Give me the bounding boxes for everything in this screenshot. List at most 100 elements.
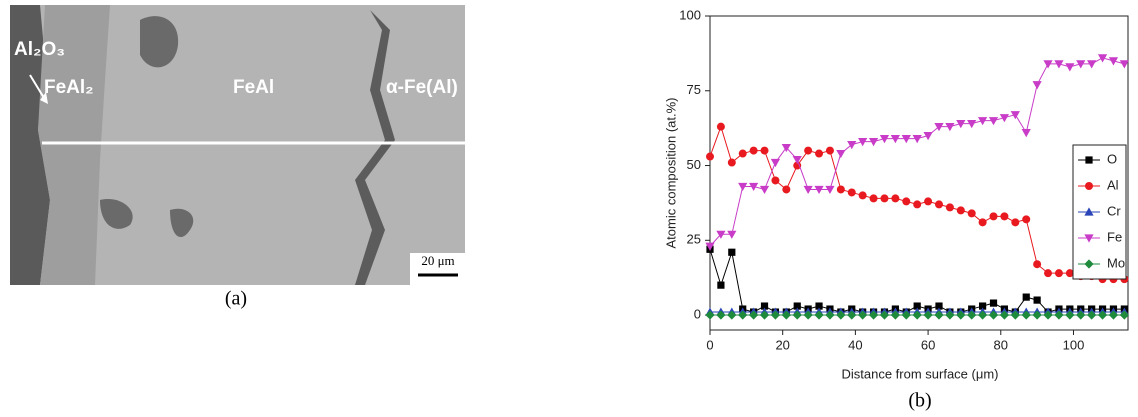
- marker: [868, 310, 879, 320]
- marker: [749, 146, 758, 155]
- marker: [1010, 111, 1020, 120]
- marker: [727, 158, 736, 167]
- marker: [781, 143, 791, 153]
- image-label: Al₂O₃: [14, 39, 65, 60]
- marker: [1065, 269, 1074, 278]
- marker: [793, 302, 801, 310]
- marker: [825, 310, 835, 320]
- y-axis-label: Atomic composition (at.%): [663, 98, 678, 249]
- marker: [999, 310, 1010, 320]
- marker: [858, 191, 867, 200]
- marker: [760, 146, 769, 155]
- marker: [858, 310, 868, 320]
- marker: [934, 200, 943, 209]
- marker: [1032, 81, 1042, 90]
- image-label: α-Fe(Al): [386, 77, 458, 98]
- caption: (a): [225, 288, 247, 310]
- marker: [912, 310, 922, 320]
- marker: [749, 310, 759, 320]
- marker: [1010, 310, 1020, 320]
- marker: [978, 117, 988, 126]
- marker: [705, 310, 715, 320]
- y-tick-label: 100: [679, 7, 701, 22]
- marker: [1119, 310, 1129, 320]
- marker: [989, 212, 998, 221]
- marker: [901, 310, 911, 320]
- marker: [770, 158, 781, 168]
- marker: [1085, 156, 1093, 164]
- x-tick-label: 0: [706, 337, 713, 352]
- x-tick-label: 60: [921, 337, 935, 352]
- marker: [890, 310, 900, 320]
- marker: [1032, 310, 1042, 320]
- legend-label: Mo: [1107, 255, 1125, 270]
- marker: [836, 185, 845, 194]
- x-tick-label: 40: [848, 337, 862, 352]
- legend-label: Fe: [1107, 229, 1122, 244]
- marker: [989, 299, 998, 307]
- marker: [1021, 129, 1031, 138]
- x-axis-label: Distance from surface (μm): [841, 366, 998, 381]
- marker: [979, 302, 987, 310]
- marker: [999, 114, 1010, 123]
- marker: [716, 310, 726, 320]
- marker: [956, 206, 965, 215]
- marker: [956, 120, 966, 129]
- plot-frame: [709, 15, 1129, 331]
- marker: [803, 185, 813, 195]
- marker: [934, 310, 944, 320]
- marker: [1087, 60, 1097, 69]
- marker: [1000, 212, 1009, 221]
- marker: [1022, 215, 1031, 224]
- caption: (b): [908, 390, 931, 412]
- marker: [705, 242, 715, 251]
- marker: [749, 182, 759, 192]
- marker: [727, 230, 737, 239]
- marker: [924, 197, 933, 206]
- marker: [891, 194, 900, 203]
- marker: [956, 310, 966, 320]
- marker: [847, 188, 856, 197]
- marker: [1021, 310, 1031, 320]
- marker: [912, 135, 922, 144]
- marker: [1044, 269, 1053, 278]
- marker: [1043, 60, 1053, 69]
- marker: [934, 123, 944, 132]
- marker: [1108, 57, 1119, 66]
- marker: [825, 185, 835, 195]
- marker: [759, 185, 770, 195]
- y-tick-label: 50: [687, 157, 701, 172]
- marker: [1065, 310, 1075, 320]
- marker: [1033, 296, 1041, 304]
- marker: [836, 310, 846, 320]
- marker: [1119, 60, 1129, 69]
- marker: [815, 149, 824, 158]
- scale-bar-label: 20 μm: [421, 253, 454, 268]
- marker: [1043, 310, 1053, 320]
- marker: [792, 310, 802, 320]
- marker: [879, 135, 890, 144]
- marker: [1084, 234, 1094, 243]
- marker: [815, 302, 823, 310]
- marker: [978, 310, 988, 320]
- marker: [793, 161, 802, 170]
- marker: [1011, 218, 1020, 227]
- marker: [858, 138, 868, 147]
- marker: [847, 140, 857, 150]
- marker: [782, 185, 791, 194]
- legend-label: Al: [1107, 177, 1119, 192]
- marker: [738, 149, 747, 158]
- x-tick-label: 20: [775, 337, 789, 352]
- marker: [923, 310, 933, 320]
- image-label: FeAl₂: [44, 77, 94, 98]
- marker: [879, 310, 890, 320]
- marker: [901, 135, 911, 144]
- marker: [1054, 310, 1064, 320]
- x-tick-label: 80: [994, 337, 1008, 352]
- marker: [1054, 269, 1063, 278]
- marker: [1097, 54, 1108, 63]
- marker: [1097, 310, 1108, 320]
- marker: [967, 120, 977, 129]
- marker: [988, 117, 999, 126]
